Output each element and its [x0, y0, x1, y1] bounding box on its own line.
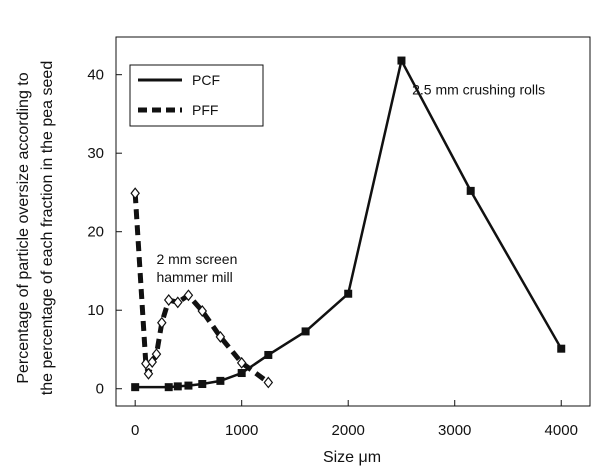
data-point-pff — [215, 330, 226, 343]
data-point-pff — [143, 367, 154, 380]
data-point-pff — [163, 294, 174, 306]
y-axis-ticks: 0 10 20 30 40 — [87, 67, 122, 398]
data-point-pcf — [198, 380, 207, 389]
series-pcf — [131, 56, 566, 392]
data-point-pcf — [216, 376, 225, 385]
data-point-pcf — [466, 186, 475, 195]
data-point-pcf — [184, 381, 193, 390]
legend-label-pff: PFF — [192, 102, 218, 118]
x-tick-label: 0 — [131, 422, 139, 439]
data-point-pff — [183, 289, 194, 302]
data-point-pff — [141, 357, 151, 370]
annotation-text: 2.5 mm crushing rolls — [412, 81, 545, 97]
data-point-pcf — [173, 382, 182, 391]
data-point-pcf — [131, 383, 140, 392]
y-tick-label: 30 — [87, 145, 104, 162]
data-point-pcf — [164, 383, 173, 392]
legend-label-pcf: PCF — [192, 72, 220, 88]
y-tick-label: 20 — [87, 224, 104, 241]
data-point-pcf — [344, 289, 353, 298]
data-point-pff — [236, 356, 247, 369]
x-axis-label: Size μm — [323, 449, 381, 466]
x-tick-label: 4000 — [545, 422, 578, 439]
plot-frame — [115, 36, 591, 407]
data-point-pcf — [397, 56, 406, 65]
y-tick-label: 0 — [96, 381, 104, 398]
data-point-pcf — [264, 350, 273, 359]
x-tick-label: 3000 — [438, 422, 471, 439]
data-point-pff — [173, 296, 183, 309]
x-tick-label: 2000 — [332, 422, 365, 439]
y-axis-label-line-1: Percentage of particle oversize accordin… — [15, 72, 32, 383]
annotation-text: hammer mill — [156, 269, 232, 285]
data-point-pcf — [557, 344, 566, 353]
data-point-pff — [147, 356, 157, 368]
y-axis-label-line-2: the percentage of each fraction in the p… — [39, 61, 56, 395]
data-point-pff — [157, 316, 167, 329]
legend-box — [129, 64, 264, 127]
x-tick-label: 1000 — [225, 422, 258, 439]
data-point-pcf — [237, 369, 246, 378]
annotation-text: 2 mm screen — [156, 251, 237, 267]
series-layer — [130, 56, 566, 392]
annotation-layer: 2.5 mm crushing rolls 2 mm screen hammer m… — [156, 81, 545, 285]
data-point-pff — [130, 187, 140, 200]
data-point-pff — [197, 305, 208, 317]
x-axis-ticks: 0 1000 2000 3000 4000 — [131, 400, 578, 439]
data-point-pff — [151, 348, 162, 361]
legend: PCF PFF — [129, 64, 264, 127]
data-point-pff — [263, 376, 274, 389]
series-pff — [130, 187, 274, 389]
data-point-pcf — [301, 327, 310, 336]
y-tick-label: 10 — [87, 302, 104, 319]
y-tick-label: 40 — [87, 67, 104, 84]
